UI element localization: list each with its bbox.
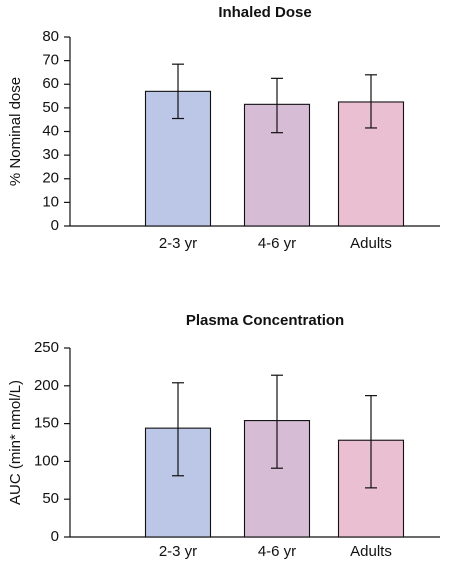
chart-title: Plasma Concentration: [186, 312, 344, 329]
y-tick-label: 40: [42, 122, 59, 139]
y-tick-label: 50: [42, 490, 59, 507]
y-axis-label: % Nominal dose: [7, 77, 24, 186]
y-tick-label: 0: [51, 217, 59, 234]
x-tick-label: Adults: [350, 235, 392, 252]
x-tick-label: 4-6 yr: [258, 543, 296, 560]
y-tick-label: 70: [42, 52, 59, 69]
y-tick-label: 50: [42, 99, 59, 116]
x-tick-label: Adults: [350, 543, 392, 560]
y-tick-label: 200: [34, 377, 59, 394]
y-tick-label: 100: [34, 452, 59, 469]
y-tick-label: 60: [42, 75, 59, 92]
y-tick-label: 80: [42, 28, 59, 45]
y-tick-label: 10: [42, 193, 59, 210]
y-tick-label: 30: [42, 146, 59, 163]
plasma-concentration-chart: Plasma Concentration AUC (min* nmol/L) 0 50…: [7, 312, 440, 560]
y-tick-label: 150: [34, 415, 59, 432]
x-tick-label: 4-6 yr: [258, 235, 296, 252]
y-tick-label: 20: [42, 170, 59, 187]
chart-title: Inhaled Dose: [218, 4, 311, 21]
y-tick-label: 0: [51, 528, 59, 545]
inhaled-dose-chart: Inhaled Dose % Nominal dose 0 10 20 30 40 50 60 7…: [7, 4, 440, 252]
x-tick-label: 2-3 yr: [159, 543, 197, 560]
y-axis-label: AUC (min* nmol/L): [7, 380, 24, 505]
y-tick-label: 250: [34, 339, 59, 356]
x-tick-label: 2-3 yr: [159, 235, 197, 252]
